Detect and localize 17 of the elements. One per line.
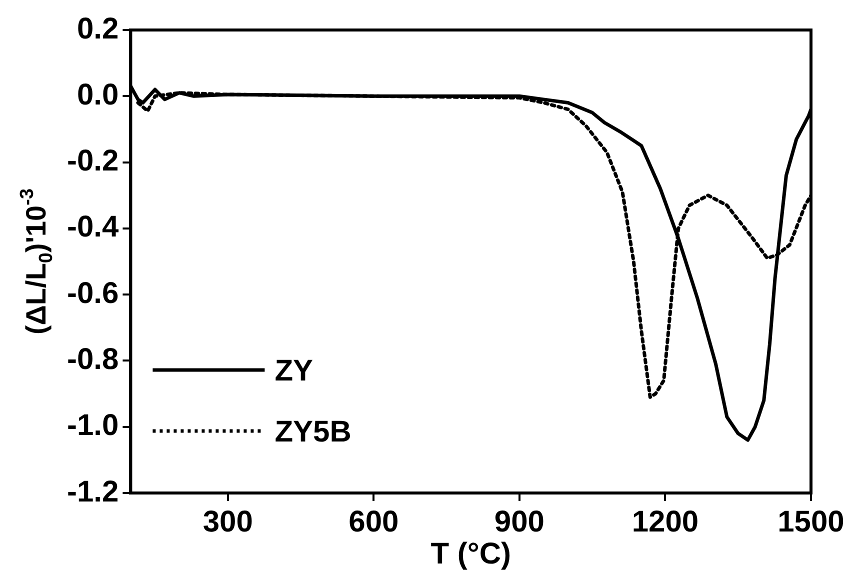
y-tick-label: -0.6 bbox=[66, 276, 119, 310]
y-tick-label: -1.2 bbox=[66, 475, 119, 508]
y-tick-label: 0.2 bbox=[76, 12, 119, 46]
x-tick-label: 1200 bbox=[632, 505, 699, 538]
x-tick-label: 900 bbox=[494, 505, 544, 538]
legend-label: ZY5B bbox=[274, 415, 352, 448]
y-tick-label: -0.2 bbox=[66, 144, 119, 178]
y-tick-label: -0.8 bbox=[66, 342, 119, 376]
x-tick-label: 600 bbox=[348, 505, 399, 538]
y-tick-label: 0.0 bbox=[76, 78, 119, 112]
x-tick-label: 300 bbox=[202, 505, 253, 538]
y-axis-title: (ΔL/L0)'10-3 bbox=[17, 188, 58, 335]
legend-label: ZY bbox=[274, 354, 314, 388]
x-tick-label: 1500 bbox=[778, 505, 844, 538]
x-axis-title: T (°C) bbox=[430, 537, 512, 570]
y-tick-label: -0.4 bbox=[66, 210, 119, 244]
y-tick-label: -1.0 bbox=[66, 409, 119, 442]
